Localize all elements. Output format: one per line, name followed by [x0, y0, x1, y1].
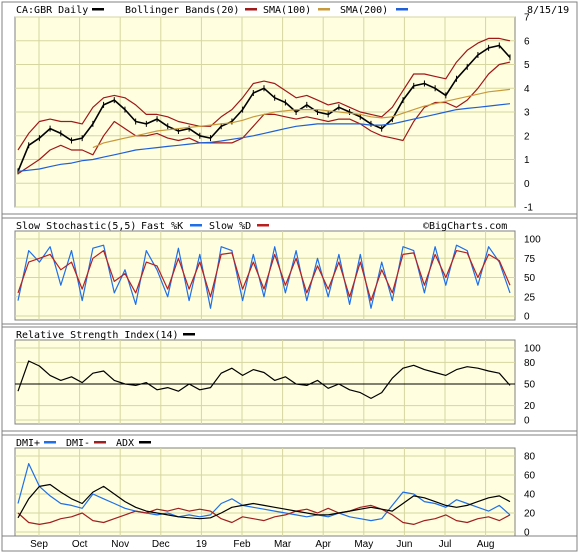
price-series-sma-100- [92, 88, 511, 149]
dmi-series-dmi- [17, 504, 511, 525]
price-y-tick-label: 5 [524, 60, 530, 71]
x-month-label: Oct [72, 539, 88, 550]
stoch-fast-label: Fast %K [141, 221, 183, 232]
dmi-y-tick-label: 40 [524, 490, 536, 501]
x-month-label: Nov [111, 539, 129, 550]
adx-label: ADX [116, 438, 134, 449]
dmi-plus-swatch [44, 441, 56, 444]
stochastic-y-tick-label: 75 [524, 254, 536, 265]
price-y-tick-label: 4 [524, 84, 530, 95]
stochastic-series-fast-k [17, 244, 511, 309]
dmi-y-tick-label: 60 [524, 471, 536, 482]
stoch-fast-swatch [190, 224, 202, 227]
stoch-slow-label: Slow %D [209, 221, 251, 232]
legend-sma100-swatch [318, 8, 330, 11]
x-month-label: Jul [439, 539, 452, 550]
price-y-tick-label: -1 [524, 203, 533, 214]
rsi-swatch [183, 333, 195, 336]
price-y-tick-label: 3 [524, 108, 530, 119]
x-month-label: 19 [196, 539, 208, 550]
stochastic-y-tick-label: 25 [524, 292, 536, 303]
price-y-tick-label: 7 [524, 13, 530, 24]
price-y-tick-label: 0 [524, 179, 530, 190]
legend-sma100-label: SMA(100) [263, 5, 311, 16]
dmi-plot-area [14, 447, 516, 537]
stochastic-plot-area [14, 230, 516, 321]
stoch-title: Slow Stochastic(5,5) [16, 221, 136, 232]
x-month-label: Jun [396, 539, 412, 550]
stochastic-y-tick-label: 0 [524, 312, 530, 323]
price-y-tick-label: 1 [524, 155, 530, 166]
rsi-y-tick-label: 100 [524, 344, 541, 355]
stochastic-series-slow-d [17, 250, 511, 302]
dmi-minus-swatch [94, 441, 106, 444]
x-month-label: Aug [477, 539, 495, 550]
price-y-tick-label: 2 [524, 131, 530, 142]
legend-bollinger-label: Bollinger Bands(20) [125, 5, 239, 16]
rsi-y-tick-label: 50 [524, 380, 536, 391]
rsi-y-tick-label: 20 [524, 401, 536, 412]
dmi-minus-label: DMI- [66, 438, 90, 449]
x-month-label: May [354, 539, 373, 550]
dmi-series-dmi- [17, 463, 511, 522]
dmi-y-tick-label: 80 [524, 452, 536, 463]
x-month-label: Mar [274, 539, 292, 550]
legend-sma200-label: SMA(200) [340, 5, 388, 16]
rsi-y-tick-label: 0 [524, 416, 530, 427]
x-month-label: Sep [30, 539, 48, 550]
price-series-sma-200- [17, 103, 511, 172]
rsi-y-tick-label: 80 [524, 358, 536, 369]
stochastic-y-tick-label: 50 [524, 273, 536, 284]
adx-swatch [139, 441, 151, 444]
dmi-y-tick-label: 0 [524, 528, 530, 539]
stoch-slow-swatch [257, 224, 269, 227]
price-series-bollinger-upper [17, 37, 511, 151]
rsi-series-relative-strength-index-14- [17, 360, 511, 399]
x-month-label: Dec [152, 539, 170, 550]
month-axis: Sep Oct Nov Dec 19 Feb Mar Apr May Jun Jul Aug [30, 539, 494, 550]
stochastic-y-tick-label: 100 [524, 235, 541, 246]
dmi-series-adx [17, 483, 511, 520]
watermark: ©BigCharts.com [423, 221, 507, 232]
rsi-plot-area [14, 339, 516, 425]
legend-sma200-swatch [396, 8, 408, 11]
price-legend-swatch [92, 8, 104, 11]
symbol-label: CA:GBR Daily [16, 5, 88, 16]
dmi-y-tick-label: 20 [524, 509, 536, 520]
x-month-label: Feb [233, 539, 251, 550]
x-month-label: Apr [315, 539, 331, 550]
rsi-title: Relative Strength Index(14) [16, 330, 179, 341]
price-y-tick-label: 6 [524, 36, 530, 47]
date-label: 8/15/19 [527, 5, 569, 16]
legend-bollinger-swatch [245, 8, 257, 11]
dmi-plus-label: DMI+ [16, 438, 40, 449]
marks [15, 37, 515, 525]
